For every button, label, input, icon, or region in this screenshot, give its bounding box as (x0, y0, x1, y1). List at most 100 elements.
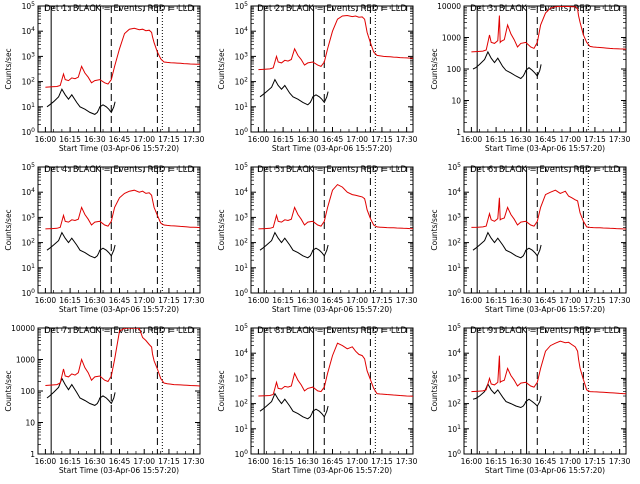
x-tick-label: 17:00 (559, 135, 581, 144)
y-tick-label: 100 (235, 288, 249, 298)
y-tick-base: 10 (235, 188, 245, 197)
y-tick-label: 102 (448, 399, 462, 409)
x-tick-label: 17:15 (371, 135, 393, 144)
x-tick-label: 16:45 (535, 296, 557, 305)
series-events (46, 377, 116, 406)
x-tick-label: 16:15 (59, 296, 81, 305)
y-tick-label: 100 (22, 127, 36, 137)
series-lld (258, 14, 413, 71)
series-events (259, 392, 329, 420)
y-tick-exp: 1 (244, 424, 248, 431)
y-tick-label: 105 (448, 323, 462, 333)
y-tick-label: 100 (21, 387, 36, 396)
y-tick-label: 104 (448, 348, 462, 358)
series-events (259, 231, 329, 259)
y-tick-exp: 5 (244, 1, 248, 8)
x-tick-label: 16:45 (322, 296, 344, 305)
y-tick-base: 10 (235, 239, 245, 248)
y-axis-label: Counts/sec (430, 209, 439, 250)
y-tick-exp: 5 (244, 323, 248, 330)
y-tick-label: 105 (235, 162, 249, 172)
y-tick-base: 10 (235, 425, 245, 434)
y-axis-label: Counts/sec (4, 370, 13, 411)
x-tick-label: 16:15 (485, 457, 507, 466)
x-tick-label: 16:15 (59, 135, 81, 144)
y-tick-label: 100 (22, 288, 36, 298)
y-tick-exp: 3 (244, 212, 248, 219)
x-tick-label: 16:30 (84, 135, 106, 144)
y-tick-exp: 2 (244, 399, 248, 406)
y-tick-label: 103 (235, 51, 249, 61)
y-tick-base: 10 (448, 163, 458, 172)
x-tick-label: 16:45 (109, 135, 131, 144)
series-lld (258, 183, 413, 230)
x-tick-label: 17:00 (133, 135, 155, 144)
x-tick-label: 17:00 (133, 457, 155, 466)
x-tick-label: 17:00 (346, 296, 368, 305)
y-tick-base: 10 (22, 239, 32, 248)
x-tick-label: 17:30 (183, 457, 205, 466)
y-tick-base: 10 (22, 128, 32, 137)
panel-det-6: Det 6: BLACK = Events, RED = LLD10010110… (430, 162, 631, 314)
panel-det-1: Det 1: BLACK = Events, RED = LLD10010110… (4, 1, 205, 153)
y-tick-label: 100 (448, 449, 462, 459)
y-axis-label: Counts/sec (430, 48, 439, 89)
panel-det-2: Det 2: BLACK = Events, RED = LLD10010110… (217, 1, 418, 153)
y-tick-label: 1000 (442, 34, 461, 43)
y-tick-base: 10 (235, 78, 245, 87)
series-events (472, 50, 542, 80)
plot-frame (463, 327, 627, 455)
y-tick-label: 104 (235, 187, 249, 197)
y-tick-exp: 1 (244, 102, 248, 109)
y-tick-label: 102 (235, 399, 249, 409)
y-tick-base: 10 (448, 450, 458, 459)
y-tick-base: 10 (448, 239, 458, 248)
series-events (46, 231, 116, 259)
y-tick-base: 10 (448, 425, 458, 434)
y-tick-label: 104 (22, 187, 36, 197)
x-tick-label: 16:00 (461, 457, 483, 466)
y-tick-exp: 4 (244, 348, 248, 355)
y-tick-label: 105 (22, 162, 36, 172)
y-tick-base: 10 (448, 349, 458, 358)
x-tick-label: 16:30 (297, 296, 319, 305)
y-tick-base: 10 (22, 52, 32, 61)
panel-det-8: Det 8: BLACK = Events, RED = LLD10010110… (217, 323, 418, 475)
y-tick-exp: 1 (31, 263, 35, 270)
y-tick-exp: 5 (457, 323, 461, 330)
x-axis-label: Start Time (03-Apr-06 15:57:20) (485, 144, 605, 153)
y-tick-base: 10 (22, 264, 32, 273)
y-axis-label: Counts/sec (430, 370, 439, 411)
panel-det-5: Det 5: BLACK = Events, RED = LLD10010110… (217, 162, 418, 314)
y-tick-label: 103 (22, 51, 36, 61)
series-lld (258, 342, 413, 397)
y-tick-exp: 2 (457, 399, 461, 406)
panel-det-9: Det 9: BLACK = Events, RED = LLD10010110… (430, 323, 631, 475)
y-tick-base: 10 (235, 2, 245, 11)
x-tick-label: 16:45 (535, 135, 557, 144)
y-tick-exp: 2 (457, 238, 461, 245)
x-tick-label: 16:00 (461, 135, 483, 144)
x-tick-label: 16:30 (84, 296, 106, 305)
x-axis-label: Start Time (03-Apr-06 15:57:20) (272, 466, 392, 475)
x-tick-label: 16:00 (35, 296, 57, 305)
y-tick-exp: 3 (31, 51, 35, 58)
y-tick-base: 10 (22, 103, 32, 112)
y-tick-label: 103 (235, 212, 249, 222)
y-axis-label: Counts/sec (217, 370, 226, 411)
y-axis-label: Counts/sec (4, 209, 13, 250)
plot-frame (250, 166, 414, 294)
y-tick-label: 101 (448, 263, 462, 273)
y-tick-base: 10 (448, 213, 458, 222)
x-tick-label: 17:15 (584, 457, 606, 466)
y-tick-label: 102 (235, 238, 249, 248)
y-tick-exp: 1 (31, 102, 35, 109)
plot-frame (463, 5, 627, 133)
y-tick-base: 10 (448, 289, 458, 298)
y-tick-label: 105 (448, 162, 462, 172)
y-tick-label: 103 (448, 373, 462, 383)
y-tick-label: 104 (22, 26, 36, 36)
plot-frame (37, 327, 201, 455)
y-tick-label: 100 (235, 449, 249, 459)
x-tick-label: 16:30 (297, 135, 319, 144)
